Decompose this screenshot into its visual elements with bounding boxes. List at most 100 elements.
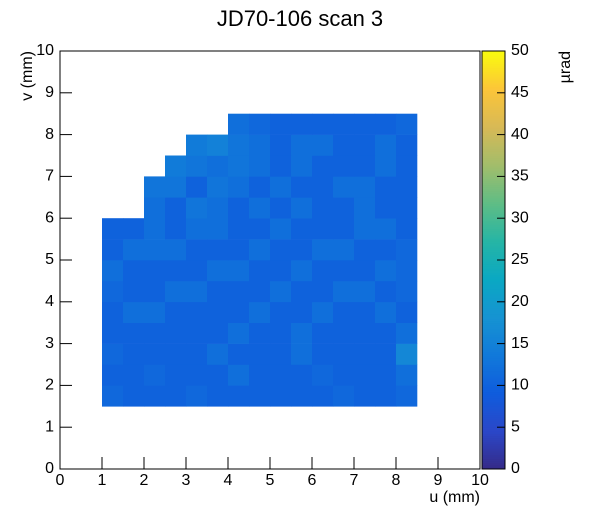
colorbar-segment [482, 237, 505, 240]
colorbar-segment [482, 360, 505, 363]
heatmap-cell [249, 218, 271, 240]
heatmap-cell [333, 322, 355, 344]
colorbar-tick-label: 25 [511, 251, 529, 268]
colorbar-segment [482, 377, 505, 380]
colorbar-segment [482, 441, 505, 445]
heatmap-cell [375, 322, 397, 344]
colorbar-segment [482, 393, 505, 397]
heatmap-cell [375, 301, 397, 323]
heatmap-cell [354, 385, 376, 407]
heatmap-cell [102, 385, 124, 407]
colorbar-segment [482, 96, 505, 100]
heatmap-cell [123, 280, 145, 303]
colorbar-segment [482, 347, 505, 351]
y-axis-label: v (mm) [19, 51, 36, 101]
colorbar-segment [482, 320, 505, 324]
heatmap-cell [207, 385, 229, 407]
heatmap-cell [396, 113, 418, 135]
heatmap-cell [291, 322, 313, 344]
colorbar-segment [482, 253, 505, 257]
colorbar-segment [482, 136, 505, 140]
colorbar-segment [482, 343, 505, 347]
colorbar-segment [482, 410, 505, 414]
heatmap-cell [186, 322, 208, 344]
colorbar-segment [482, 243, 505, 246]
colorbar-segment [482, 211, 505, 215]
heatmap-cell [123, 343, 145, 365]
colorbar-segment [482, 364, 505, 368]
colorbar-segment [482, 389, 505, 393]
heatmap-cell [291, 301, 313, 323]
colorbar-segment [482, 155, 505, 159]
colorbar-segment [482, 437, 505, 441]
heatmap-cell [228, 239, 250, 261]
colorbar-segment [482, 78, 505, 81]
colorbar-segment [482, 216, 505, 219]
heatmap-cell [396, 239, 418, 261]
colorbar-segment [482, 180, 505, 184]
heatmap-cell [207, 260, 229, 282]
colorbar-segment [482, 124, 505, 127]
colorbar-segment [482, 368, 505, 372]
heatmap-cell [291, 134, 313, 156]
heatmap-cell [144, 260, 166, 282]
heatmap-cell [375, 260, 397, 282]
colorbar-segment [482, 214, 505, 217]
colorbar-segment [482, 86, 505, 90]
heatmap-cell [396, 364, 418, 386]
colorbar-segment [482, 115, 505, 119]
x-tick-label: 4 [224, 472, 233, 489]
y-tick-label: 10 [36, 42, 54, 59]
heatmap-cell [270, 343, 292, 365]
heatmap-cell [249, 280, 271, 303]
heatmap-cell [207, 364, 229, 386]
heatmap-cell [186, 343, 208, 365]
colorbar-segment [482, 239, 505, 242]
colorbar-segment [482, 295, 505, 299]
colorbar-segment [482, 404, 505, 407]
heatmap-cell [333, 113, 355, 135]
heatmap-cell [186, 197, 208, 219]
heatmap-cell [354, 364, 376, 386]
colorbar-segment [482, 107, 505, 111]
heatmap-cell [123, 364, 145, 386]
colorbar-segment [482, 381, 505, 384]
colorbar-segment [482, 122, 505, 125]
colorbar-segment [482, 305, 505, 309]
colorbar-segment [482, 264, 505, 267]
y-tick-label: 1 [45, 418, 54, 435]
colorbar-segment [482, 423, 505, 426]
heatmap-cell [291, 280, 313, 303]
heatmap-cell [144, 343, 166, 365]
x-tick-label: 6 [308, 472, 317, 489]
heatmap-cell [228, 301, 250, 323]
colorbar-segment [482, 303, 505, 307]
heatmap-cell [102, 239, 124, 261]
heatmap-cell [375, 218, 397, 240]
colorbar-segment [482, 383, 505, 386]
heatmap-cell [312, 155, 334, 177]
x-tick-label: 10 [471, 472, 489, 489]
heatmap-cell [165, 176, 187, 198]
colorbar-segment [482, 289, 505, 292]
heatmap-cell [249, 176, 271, 198]
colorbar-segment [482, 274, 505, 278]
heatmap-cell [165, 260, 187, 282]
heatmap-cell [270, 280, 292, 303]
heatmap-cell [333, 280, 355, 303]
colorbar-label: µrad [557, 51, 574, 83]
colorbar-segment [482, 429, 505, 432]
colorbar-segment [482, 101, 505, 104]
colorbar-segment [482, 431, 505, 434]
heatmap-cell [375, 134, 397, 156]
heatmap-cell [354, 113, 376, 135]
heatmap-cell [228, 385, 250, 407]
colorbar-segment [482, 203, 505, 207]
colorbar-segment [482, 111, 505, 115]
heatmap-cell [333, 155, 355, 177]
colorbar-segment [482, 222, 505, 225]
colorbar-tick-label: 5 [511, 418, 520, 435]
y-tick-label: 0 [45, 460, 54, 477]
colorbar-segment [482, 322, 505, 326]
